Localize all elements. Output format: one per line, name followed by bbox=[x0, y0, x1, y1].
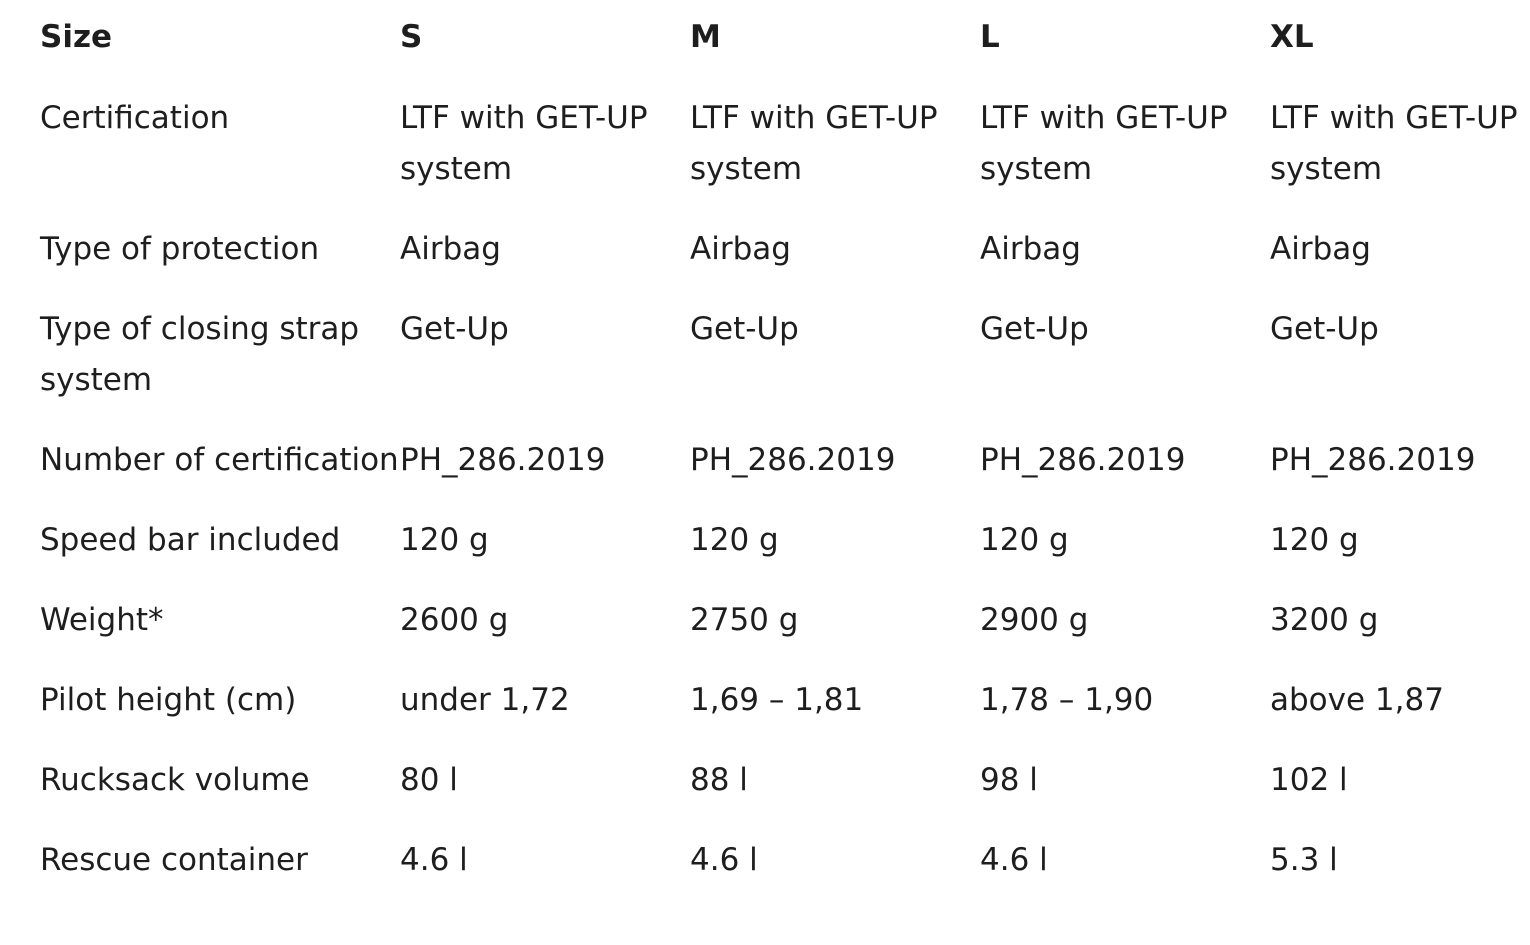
cell-value: under 1,72 bbox=[400, 682, 570, 718]
cell-value: 120 g bbox=[690, 522, 779, 558]
cell-value: above 1,87 bbox=[1270, 682, 1444, 718]
cell-value: 3200 g bbox=[1270, 602, 1379, 638]
table-row: Number of certification PH_286.2019 PH_2… bbox=[40, 435, 1530, 515]
cell-value: Airbag bbox=[690, 231, 791, 267]
cell-value: 98 l bbox=[980, 762, 1038, 798]
cell-value: 120 g bbox=[1270, 522, 1359, 558]
table-header: Size S M L XL bbox=[40, 0, 1530, 93]
row-label: Pilot height (cm) bbox=[40, 682, 297, 718]
cell-value: 88 l bbox=[690, 762, 748, 798]
cell-value: 4.6 l bbox=[400, 842, 468, 878]
cell-value: Airbag bbox=[1270, 231, 1371, 267]
cell-value: LTF with GET-UP system bbox=[980, 100, 1228, 187]
row-label: Certification bbox=[40, 100, 230, 136]
cell-value: 1,78 – 1,90 bbox=[980, 682, 1154, 718]
header-size-m: M bbox=[690, 19, 721, 55]
header-row: Size S M L XL bbox=[40, 0, 1530, 93]
table-row: Weight* 2600 g 2750 g 2900 g 3200 g bbox=[40, 595, 1530, 675]
cell-value: 2900 g bbox=[980, 602, 1089, 638]
cell-value: PH_286.2019 bbox=[400, 442, 606, 478]
cell-value: PH_286.2019 bbox=[690, 442, 896, 478]
cell-value: 1,69 – 1,81 bbox=[690, 682, 864, 718]
cell-value: 120 g bbox=[980, 522, 1069, 558]
cell-value: 80 l bbox=[400, 762, 458, 798]
cell-value: 2750 g bbox=[690, 602, 799, 638]
row-label: Rescue container bbox=[40, 842, 308, 878]
cell-value: 120 g bbox=[400, 522, 489, 558]
cell-value: LTF with GET-UP system bbox=[690, 100, 938, 187]
row-label: Rucksack volume bbox=[40, 762, 310, 798]
spec-table: Size S M L XL Certification LTF with GET… bbox=[40, 0, 1530, 915]
cell-value: LTF with GET-UP system bbox=[1270, 100, 1518, 187]
cell-value: 5.3 l bbox=[1270, 842, 1338, 878]
cell-value: Get-Up bbox=[690, 311, 799, 347]
header-size-s: S bbox=[400, 19, 423, 55]
cell-value: Get-Up bbox=[980, 311, 1089, 347]
cell-value: PH_286.2019 bbox=[1270, 442, 1476, 478]
cell-value: Get-Up bbox=[400, 311, 509, 347]
table-row: Pilot height (cm) under 1,72 1,69 – 1,81… bbox=[40, 675, 1530, 755]
row-label: Speed bar included bbox=[40, 522, 341, 558]
row-label: Type of closing strap system bbox=[40, 311, 360, 398]
row-label: Type of protection bbox=[40, 231, 320, 267]
cell-value: LTF with GET-UP system bbox=[400, 100, 648, 187]
table-row: Rescue container 4.6 l 4.6 l 4.6 l 5.3 l bbox=[40, 835, 1530, 915]
table-body: Certification LTF with GET-UP system LTF… bbox=[40, 93, 1530, 915]
header-size-xl: XL bbox=[1270, 19, 1314, 55]
cell-value: 4.6 l bbox=[980, 842, 1048, 878]
row-label: Weight* bbox=[40, 602, 164, 638]
header-size-l: L bbox=[980, 19, 1000, 55]
table-row: Rucksack volume 80 l 88 l 98 l 102 l bbox=[40, 755, 1530, 835]
cell-value: Airbag bbox=[980, 231, 1081, 267]
cell-value: Airbag bbox=[400, 231, 501, 267]
row-label: Number of certification bbox=[40, 442, 399, 478]
table-row: Type of closing strap system Get-Up Get-… bbox=[40, 304, 1530, 435]
cell-value: 4.6 l bbox=[690, 842, 758, 878]
cell-value: PH_286.2019 bbox=[980, 442, 1186, 478]
cell-value: 102 l bbox=[1270, 762, 1348, 798]
table-row: Certification LTF with GET-UP system LTF… bbox=[40, 93, 1530, 224]
cell-value: 2600 g bbox=[400, 602, 509, 638]
header-size: Size bbox=[40, 19, 113, 55]
table-row: Type of protection Airbag Airbag Airbag … bbox=[40, 224, 1530, 304]
table-row: Speed bar included 120 g 120 g 120 g 120… bbox=[40, 515, 1530, 595]
cell-value: Get-Up bbox=[1270, 311, 1379, 347]
